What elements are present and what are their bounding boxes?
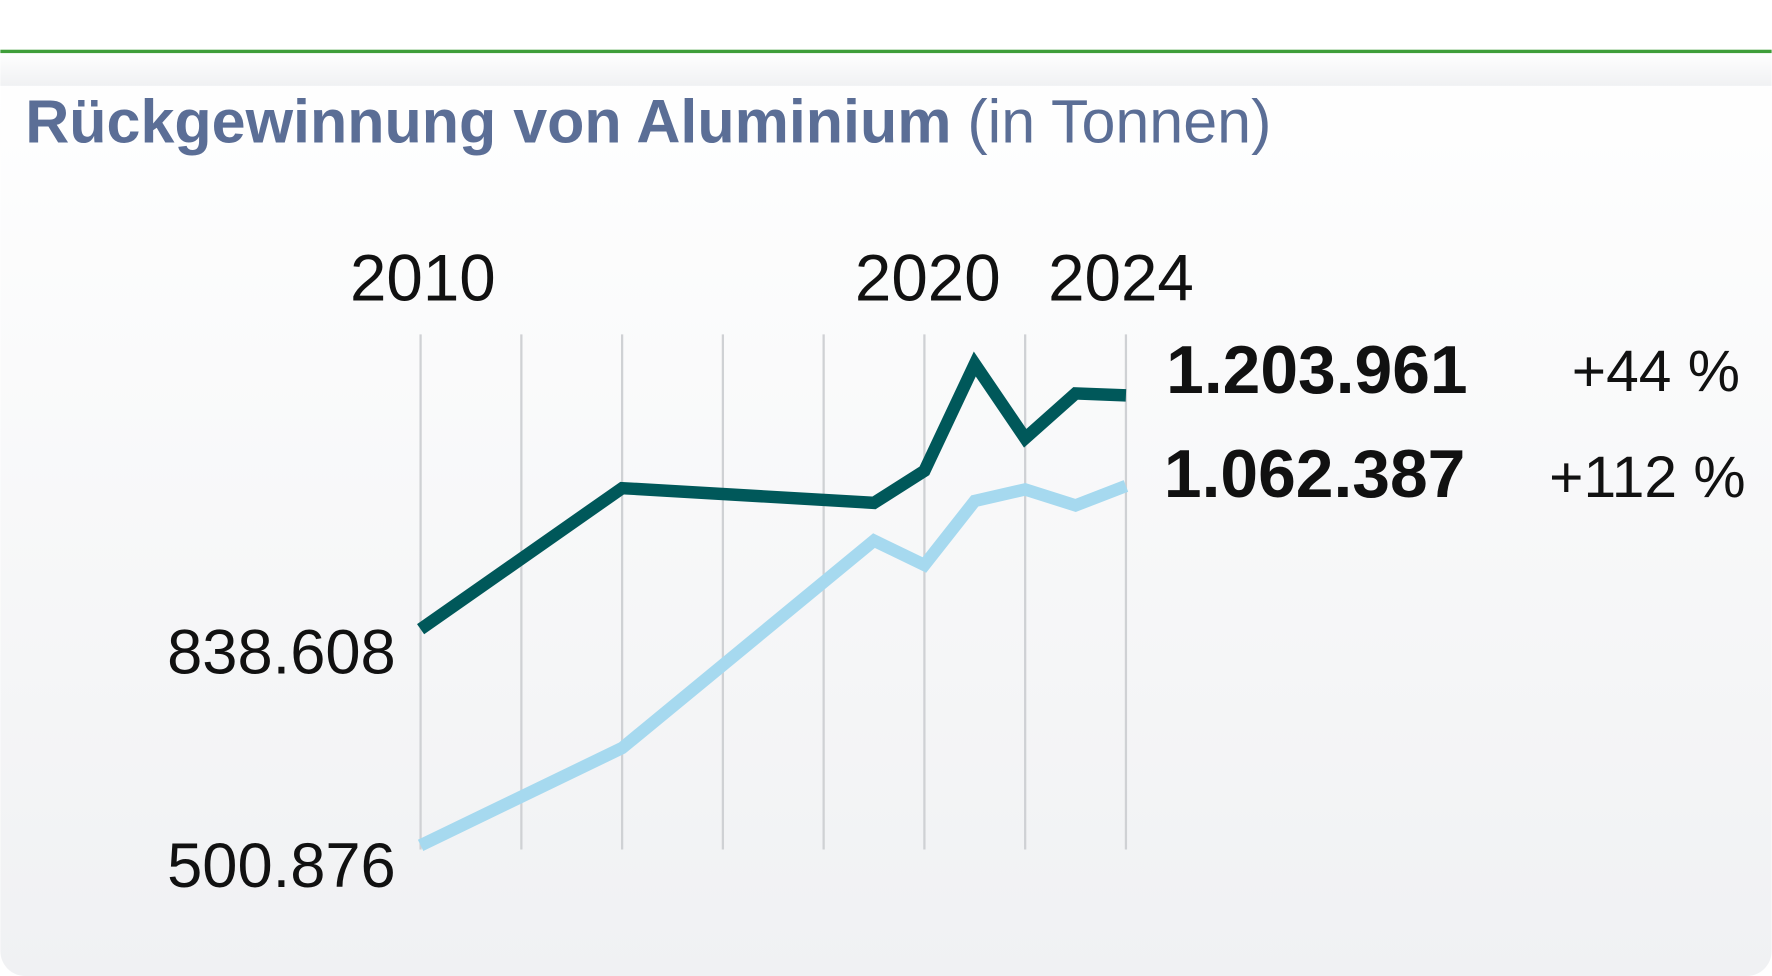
x-tick-label: 2010 [350, 241, 496, 314]
panel-background [0, 51, 1772, 976]
end-label-dark: 1.203.961 [1166, 333, 1467, 408]
start-label-light: 500.876 [167, 831, 396, 901]
chart-title: Rückgewinnung von Aluminium (in Tonnen) [25, 87, 1271, 155]
x-tick-label: 2024 [1048, 241, 1194, 314]
series-light-line [417, 480, 1129, 851]
change-label-dark: +44 % [1572, 339, 1740, 404]
title-unit: (in Tonnen) [967, 87, 1271, 155]
change-label-light: +112 % [1549, 445, 1745, 510]
top-rule [0, 49, 1772, 54]
x-tick-label: 2020 [855, 241, 1001, 314]
grid-lines [419, 334, 1128, 850]
start-label-dark: 838.608 [167, 617, 396, 687]
series-dark-line [417, 351, 1127, 635]
title-main: Rückgewinnung von Aluminium [25, 87, 951, 155]
end-label-light: 1.062.387 [1164, 437, 1465, 512]
